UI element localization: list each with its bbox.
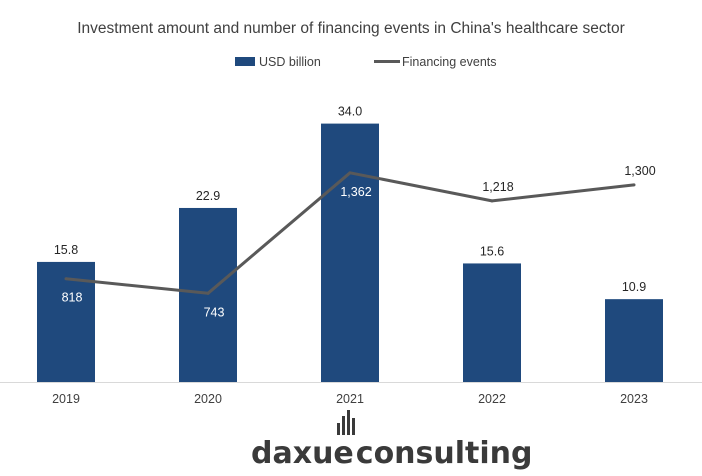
x-tick-2021: 2021: [336, 392, 364, 406]
x-axis-ticks: 2019 2020 2021 2022 2023: [52, 392, 648, 406]
line-label-2023: 1,300: [624, 164, 655, 178]
x-tick-2022: 2022: [478, 392, 506, 406]
line-label-2022: 1,218: [482, 180, 513, 194]
bar-2023: [605, 299, 663, 382]
x-tick-2020: 2020: [194, 392, 222, 406]
legend-swatch-usd-billion: [235, 57, 255, 66]
bar-label-2022: 15.6: [480, 244, 504, 258]
x-tick-2023: 2023: [620, 392, 648, 406]
logo-bars-icon: [337, 410, 355, 435]
legend-label-financing-events: Financing events: [402, 55, 497, 69]
bar-2021: [321, 123, 379, 382]
line-point-2019: [64, 277, 68, 281]
line-point-2023: [632, 183, 636, 187]
bar-2022: [463, 263, 521, 382]
line-label-2019: 818: [62, 291, 83, 305]
line-point-2021: [348, 171, 352, 175]
bars: [37, 123, 663, 382]
bar-label-2019: 15.8: [54, 243, 78, 257]
daxue-logo: daxueconsulting: [251, 410, 533, 471]
logo-text: daxueconsulting: [251, 436, 533, 471]
data-labels: 15.8 22.9 34.0 15.6 10.9 818 743 1,362 1,218 1,30…: [54, 105, 656, 320]
line-point-2020: [206, 291, 210, 295]
bar-2020: [179, 207, 237, 382]
legend-label-usd-billion: USD billion: [259, 55, 321, 69]
bar-label-2021: 34.0: [338, 105, 362, 119]
line-label-2021: 1,362: [340, 185, 371, 199]
financing-line: [64, 171, 636, 295]
bar-label-2020: 22.9: [196, 189, 220, 203]
bar-label-2023: 10.9: [622, 280, 646, 294]
legend: USD billion Financing events: [235, 55, 497, 69]
line-point-2022: [490, 199, 494, 203]
line-label-2020: 743: [204, 305, 225, 319]
chart-title: Investment amount and number of financin…: [77, 20, 625, 37]
x-tick-2019: 2019: [52, 392, 80, 406]
